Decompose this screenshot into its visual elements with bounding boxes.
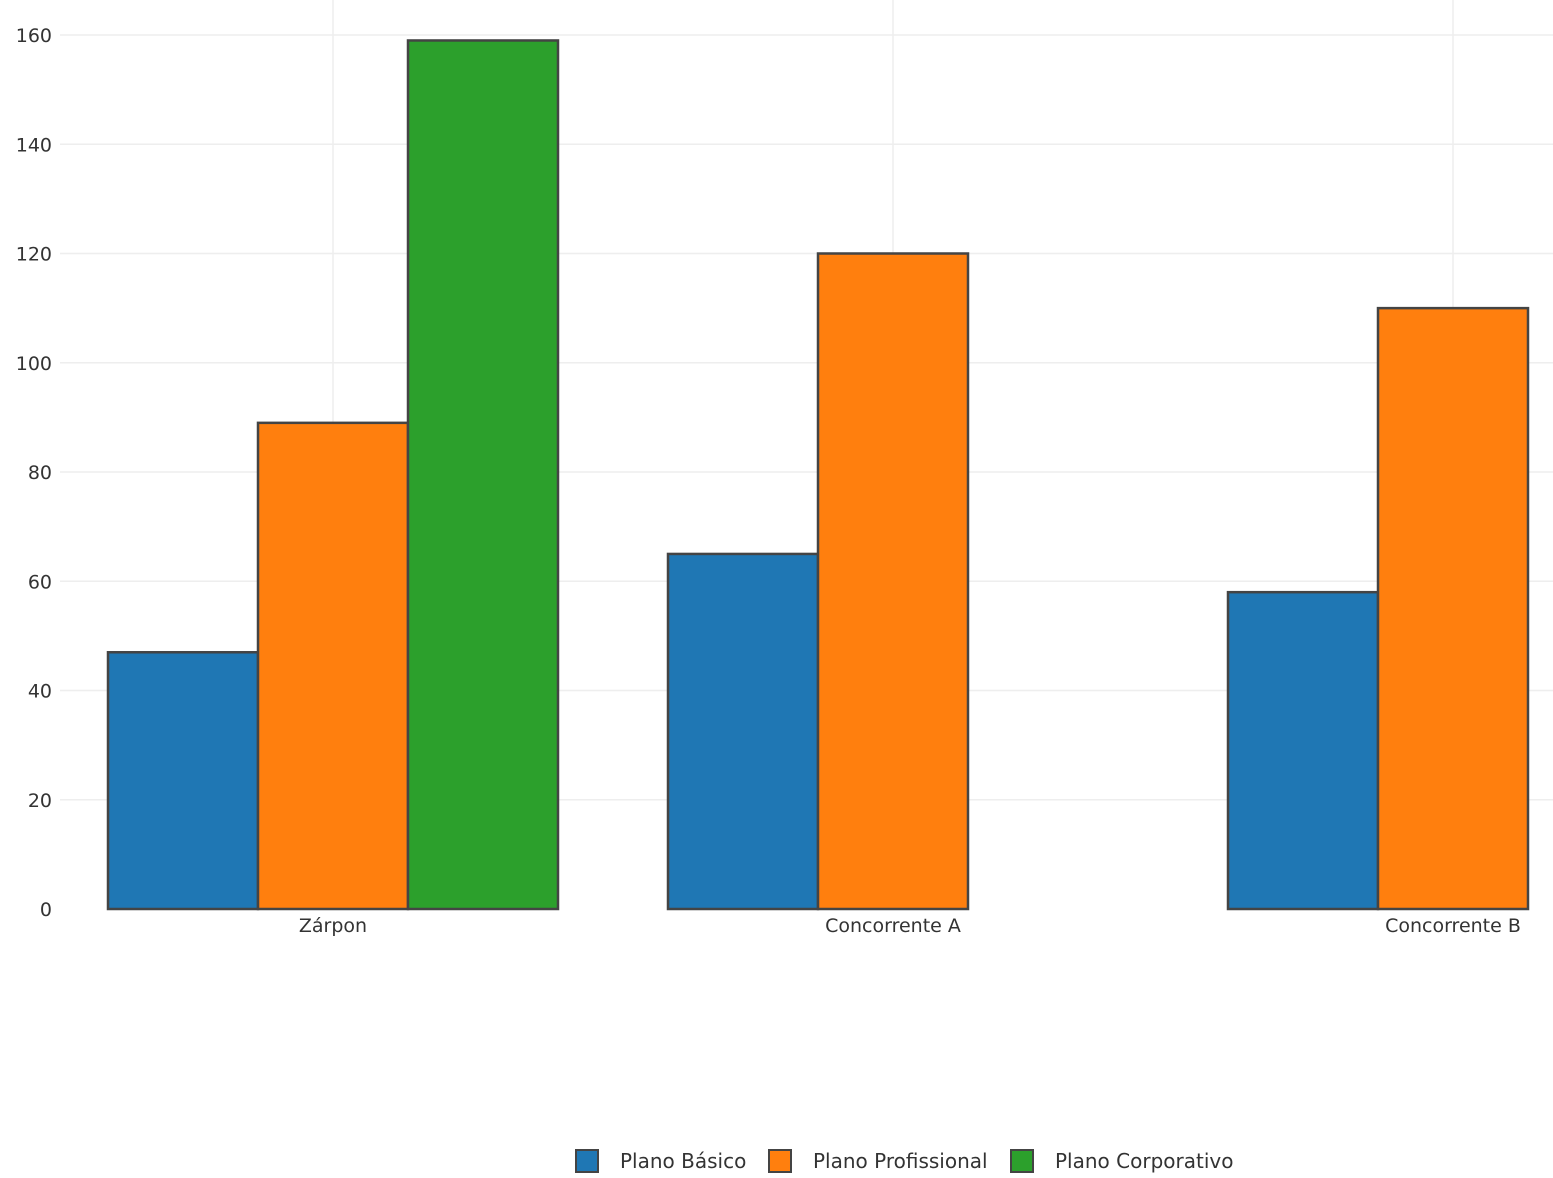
- y-tick-label: 40: [28, 681, 52, 703]
- y-axis-tick-labels: 0 20 40 60 80 100 120 140 160: [16, 25, 52, 921]
- x-tick-label: Concorrente B: [1385, 915, 1521, 937]
- y-tick-label: 0: [40, 899, 52, 921]
- legend-label: Plano Básico: [620, 1149, 746, 1173]
- y-tick-label: 140: [16, 134, 52, 156]
- bar[interactable]: [256, 421, 410, 911]
- x-tick-label: Zárpon: [299, 915, 367, 937]
- y-tick-label: 100: [16, 353, 52, 375]
- legend-item[interactable]: Plano Básico: [575, 1149, 746, 1173]
- y-tick-label: 80: [28, 462, 52, 484]
- legend-swatch: [768, 1149, 792, 1173]
- bar[interactable]: [106, 651, 260, 911]
- legend-item[interactable]: Plano Corporativo: [1010, 1149, 1233, 1173]
- x-tick-label: Concorrente A: [825, 915, 961, 937]
- bar[interactable]: [666, 552, 820, 911]
- bar[interactable]: [406, 39, 560, 911]
- bars: [106, 39, 1530, 911]
- y-tick-label: 60: [28, 571, 52, 593]
- bar[interactable]: [1376, 306, 1530, 911]
- legend-swatch: [1010, 1149, 1034, 1173]
- legend-swatch: [575, 1149, 599, 1173]
- bar[interactable]: [816, 252, 970, 911]
- x-axis-tick-labels: Zárpon Concorrente A Concorrente B: [299, 915, 1521, 937]
- legend[interactable]: Plano Básico Plano Profissional Plano Corp…: [575, 1149, 1233, 1173]
- legend-label: Plano Corporativo: [1055, 1149, 1233, 1173]
- y-tick-label: 160: [16, 25, 52, 47]
- bar[interactable]: [1226, 590, 1380, 911]
- y-tick-label: 120: [16, 244, 52, 266]
- legend-label: Plano Profissional: [813, 1149, 988, 1173]
- legend-item[interactable]: Plano Profissional: [768, 1149, 988, 1173]
- y-tick-label: 20: [28, 790, 52, 812]
